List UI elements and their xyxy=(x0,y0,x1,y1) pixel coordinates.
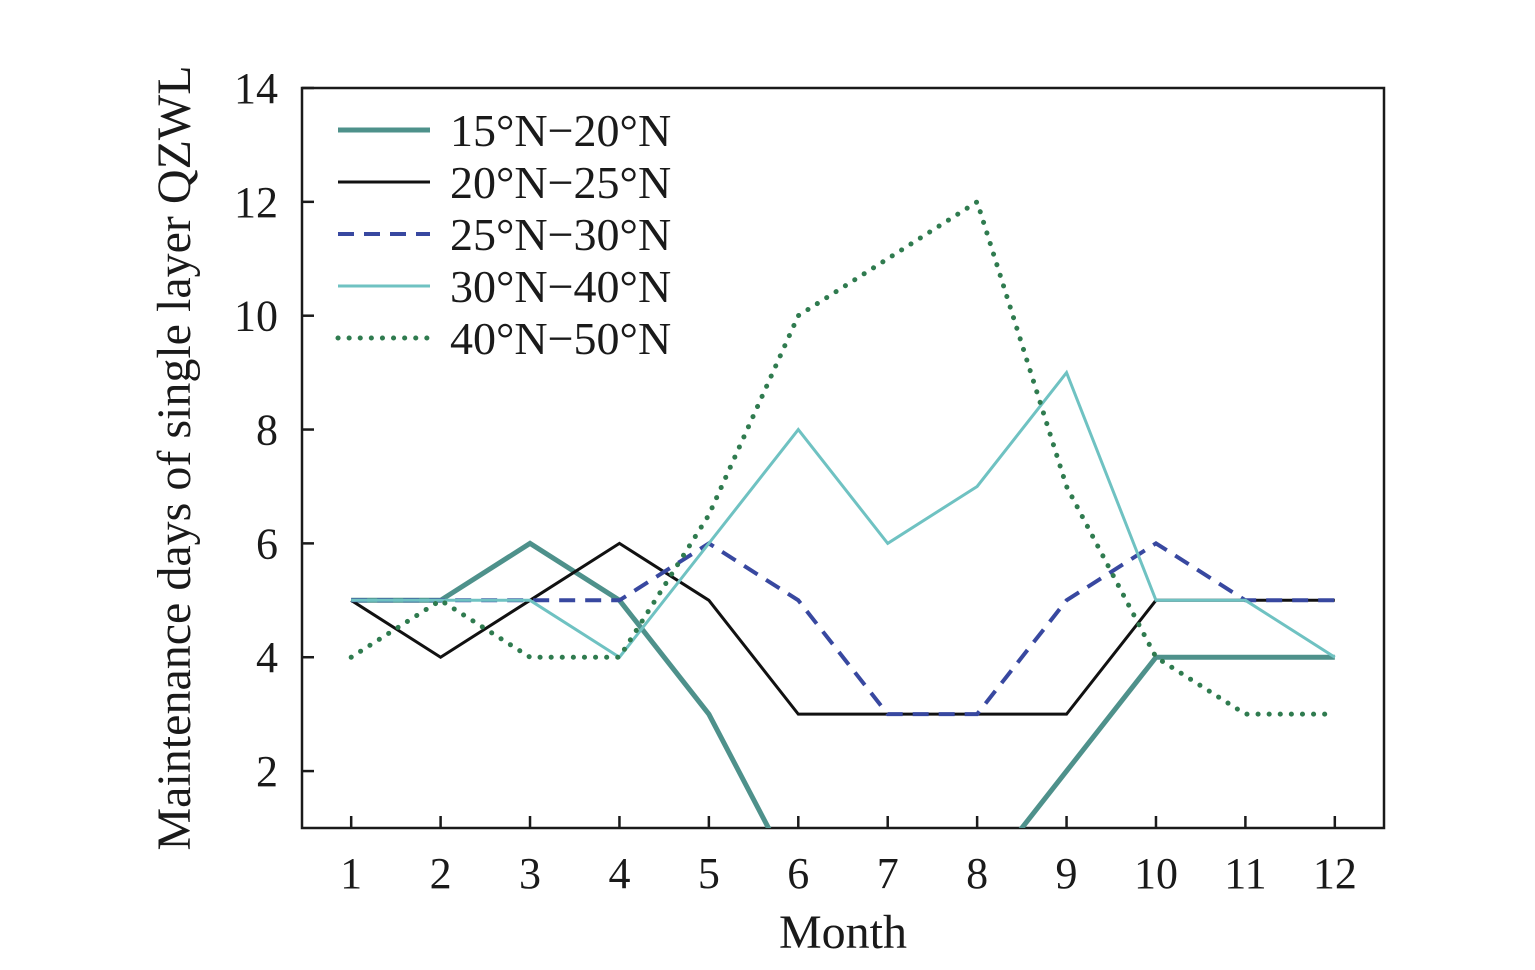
series-layer xyxy=(348,197,1338,828)
y-tick-label: 6 xyxy=(256,519,278,568)
x-tick-label: 1 xyxy=(340,849,362,898)
legend: 15°N−20°N20°N−25°N25°N−30°N30°N−40°N40°N… xyxy=(335,105,671,364)
x-tick-label: 12 xyxy=(1313,849,1357,898)
legend-label-1: 15°N−20°N xyxy=(450,105,671,156)
x-tick-label: 2 xyxy=(430,849,452,898)
x-tick-label: 6 xyxy=(787,849,809,898)
x-tick-label: 10 xyxy=(1134,849,1178,898)
plot-frame xyxy=(300,86,1386,830)
y-tick-label: 8 xyxy=(256,406,278,455)
x-tick-label: 3 xyxy=(519,849,541,898)
legend-label-5: 40°N−50°N xyxy=(450,313,671,364)
x-tick-label: 11 xyxy=(1224,849,1266,898)
x-tick-label: 5 xyxy=(698,849,720,898)
series-line-5 xyxy=(348,197,1338,717)
series-line-2 xyxy=(350,541,1335,716)
y-tick-label: 14 xyxy=(234,64,278,113)
x-tick-label: 9 xyxy=(1056,849,1078,898)
y-axis-title: Maintenance days of single layer QZWL xyxy=(148,65,201,850)
legend-label-4: 30°N−40°N xyxy=(450,261,671,312)
y-tick-label: 10 xyxy=(234,292,278,341)
x-tick-label: 8 xyxy=(966,849,988,898)
y-tick-label: 4 xyxy=(256,633,278,682)
x-tick-label: 7 xyxy=(877,849,899,898)
y-tick-label: 12 xyxy=(234,178,278,227)
x-axis-title: Month xyxy=(779,906,907,959)
y-tick-label: 2 xyxy=(256,747,278,796)
series-line-1 xyxy=(351,540,1335,828)
y-axis: 2 4 6 8 10 12 14 xyxy=(234,64,314,796)
x-tick-label: 4 xyxy=(608,849,630,898)
series-line-4 xyxy=(351,369,1336,660)
legend-label-3: 25°N−30°N xyxy=(450,209,671,260)
series-line-3 xyxy=(351,541,1335,717)
x-axis: 1 2 3 4 5 6 7 8 9 10 11 12 xyxy=(340,816,1357,898)
legend-label-2: 20°N−25°N xyxy=(450,157,671,208)
